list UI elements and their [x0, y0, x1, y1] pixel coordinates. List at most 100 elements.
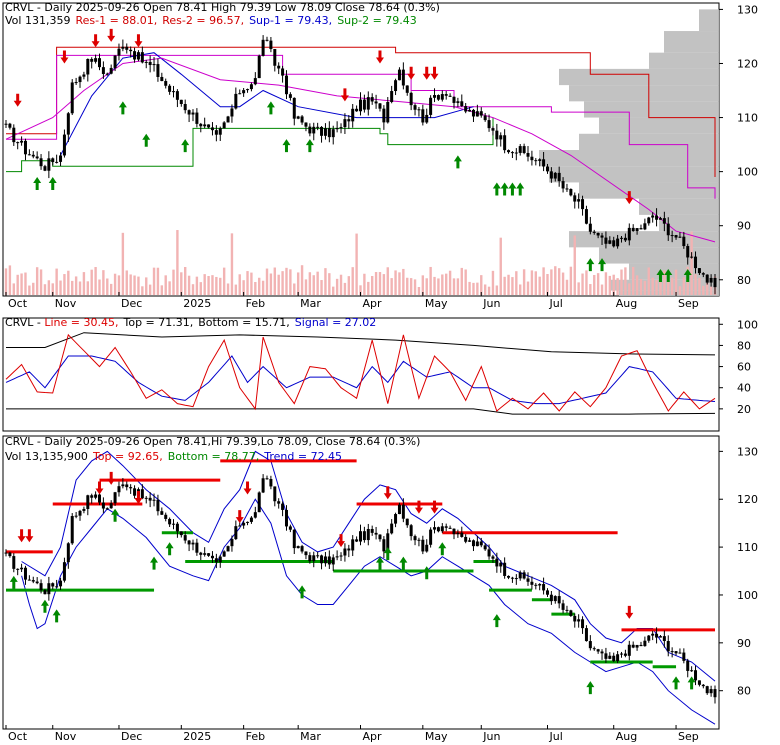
bands-arrows [9, 471, 696, 695]
price-bar-body [199, 123, 203, 127]
bands-price-bar-body [323, 556, 327, 564]
line-label: Line = 30.45, [44, 316, 118, 329]
volume-bar [678, 286, 682, 295]
bands-price-bar-body [312, 555, 316, 562]
price-bar-body [31, 154, 35, 157]
volume-bar [596, 273, 600, 295]
sell-arrow [340, 88, 349, 102]
bands-price-bar-body [152, 499, 156, 501]
price-x-tick-label: 2025 [183, 297, 211, 310]
price-bar-body [59, 155, 63, 162]
volume-bar [339, 274, 343, 295]
price-bar-body [218, 128, 222, 135]
volume-bar [347, 276, 351, 295]
price-bar-body [191, 112, 195, 115]
bands-price-bar-body [59, 580, 63, 587]
price-x-tick-label: Aug [616, 297, 637, 310]
price-bar-body [394, 80, 398, 92]
bands-price-bar-body [8, 552, 12, 557]
price-bar-body [187, 110, 191, 115]
bands-price-bar-body [257, 492, 261, 513]
bands-price-bar-body [222, 551, 226, 557]
buy-arrow [687, 676, 696, 690]
volume-bar [215, 276, 218, 295]
price-bar-body [296, 116, 300, 119]
volume-bar [8, 265, 12, 295]
volume-bar [285, 267, 288, 295]
bands-price-bar-body [542, 584, 546, 591]
price-bar-body [542, 159, 546, 167]
bands-price-bar-body [109, 503, 113, 509]
price-bar-body [425, 114, 429, 123]
oscillator-y-tick-label: 40 [737, 382, 751, 395]
bands-price-bar-body [612, 655, 616, 662]
volume-label: Vol 131,359 [5, 14, 70, 27]
volume-bar [491, 270, 495, 295]
bands-price-bar-body [503, 562, 507, 576]
price-bar-body [405, 85, 409, 93]
bands-price-bar-body [514, 578, 518, 580]
buy-arrow [40, 599, 49, 613]
buy-arrow [118, 101, 127, 115]
bands-price-bar-body [468, 540, 472, 542]
volume-bar [593, 275, 596, 295]
sell-arrow [134, 34, 143, 48]
bands-top-label: Top = 92.65, [92, 450, 163, 463]
buy-arrow [181, 139, 190, 153]
price-bar-body [709, 277, 713, 283]
price-bar-body [631, 227, 635, 232]
price-bar-body [284, 75, 288, 95]
bands-price-bar-body [674, 651, 678, 654]
bands-price-bar-body [300, 546, 304, 552]
price-bar-body [635, 228, 639, 232]
volume-bar [63, 274, 66, 295]
bands-price-bar-body [203, 553, 207, 555]
price-y-tick-label: 80 [737, 274, 751, 287]
volume-bar [211, 275, 214, 295]
price-bar-body [316, 126, 320, 128]
volume-bar [565, 279, 569, 295]
bands-price-bar-body [413, 536, 417, 541]
price-bar-body [534, 160, 538, 162]
price-bar-body [343, 119, 347, 128]
price-bar-body [409, 92, 413, 106]
price-bar-body [440, 94, 444, 100]
price-bar-body [175, 91, 179, 100]
volume-bar [51, 283, 54, 295]
volume-bar [694, 274, 697, 295]
volume-bar [324, 268, 327, 295]
price-bar-body [514, 152, 518, 154]
price-bar-body [246, 89, 250, 91]
volume-bar [503, 276, 506, 295]
sup1-line [60, 52, 474, 156]
price-y-tick-label: 110 [737, 112, 758, 125]
volume-bar [651, 277, 654, 295]
volume-bar [43, 284, 47, 295]
volume-bar [106, 278, 109, 295]
volume-bar [398, 272, 401, 295]
bands-price-bar-body [339, 555, 343, 557]
bands-price-bar-body [179, 531, 183, 536]
title-separator: - [33, 316, 44, 329]
price-bar-body [678, 236, 682, 238]
bands-price-bar-body [207, 553, 211, 556]
bands-price-bar-body [382, 539, 386, 552]
volume-bar [670, 277, 674, 295]
volume-bar [78, 281, 82, 295]
price-bar-body [499, 135, 503, 140]
volume-bar [608, 275, 612, 295]
bands-price-bar-body [226, 546, 230, 552]
price-bar-body [331, 129, 335, 138]
volume-bar [24, 272, 27, 295]
price-bar-body [397, 69, 401, 81]
sell-arrow [60, 50, 69, 64]
price-bar-body [565, 188, 569, 190]
bands-price-bar-body [195, 542, 199, 553]
sell-arrow [430, 500, 439, 514]
bands-price-bar-body [487, 549, 491, 557]
volume-bar [402, 268, 405, 295]
bands-price-bar-body [20, 567, 24, 570]
buy-arrow [52, 609, 61, 623]
volume-bar [82, 272, 86, 295]
volume-bar [382, 274, 386, 295]
